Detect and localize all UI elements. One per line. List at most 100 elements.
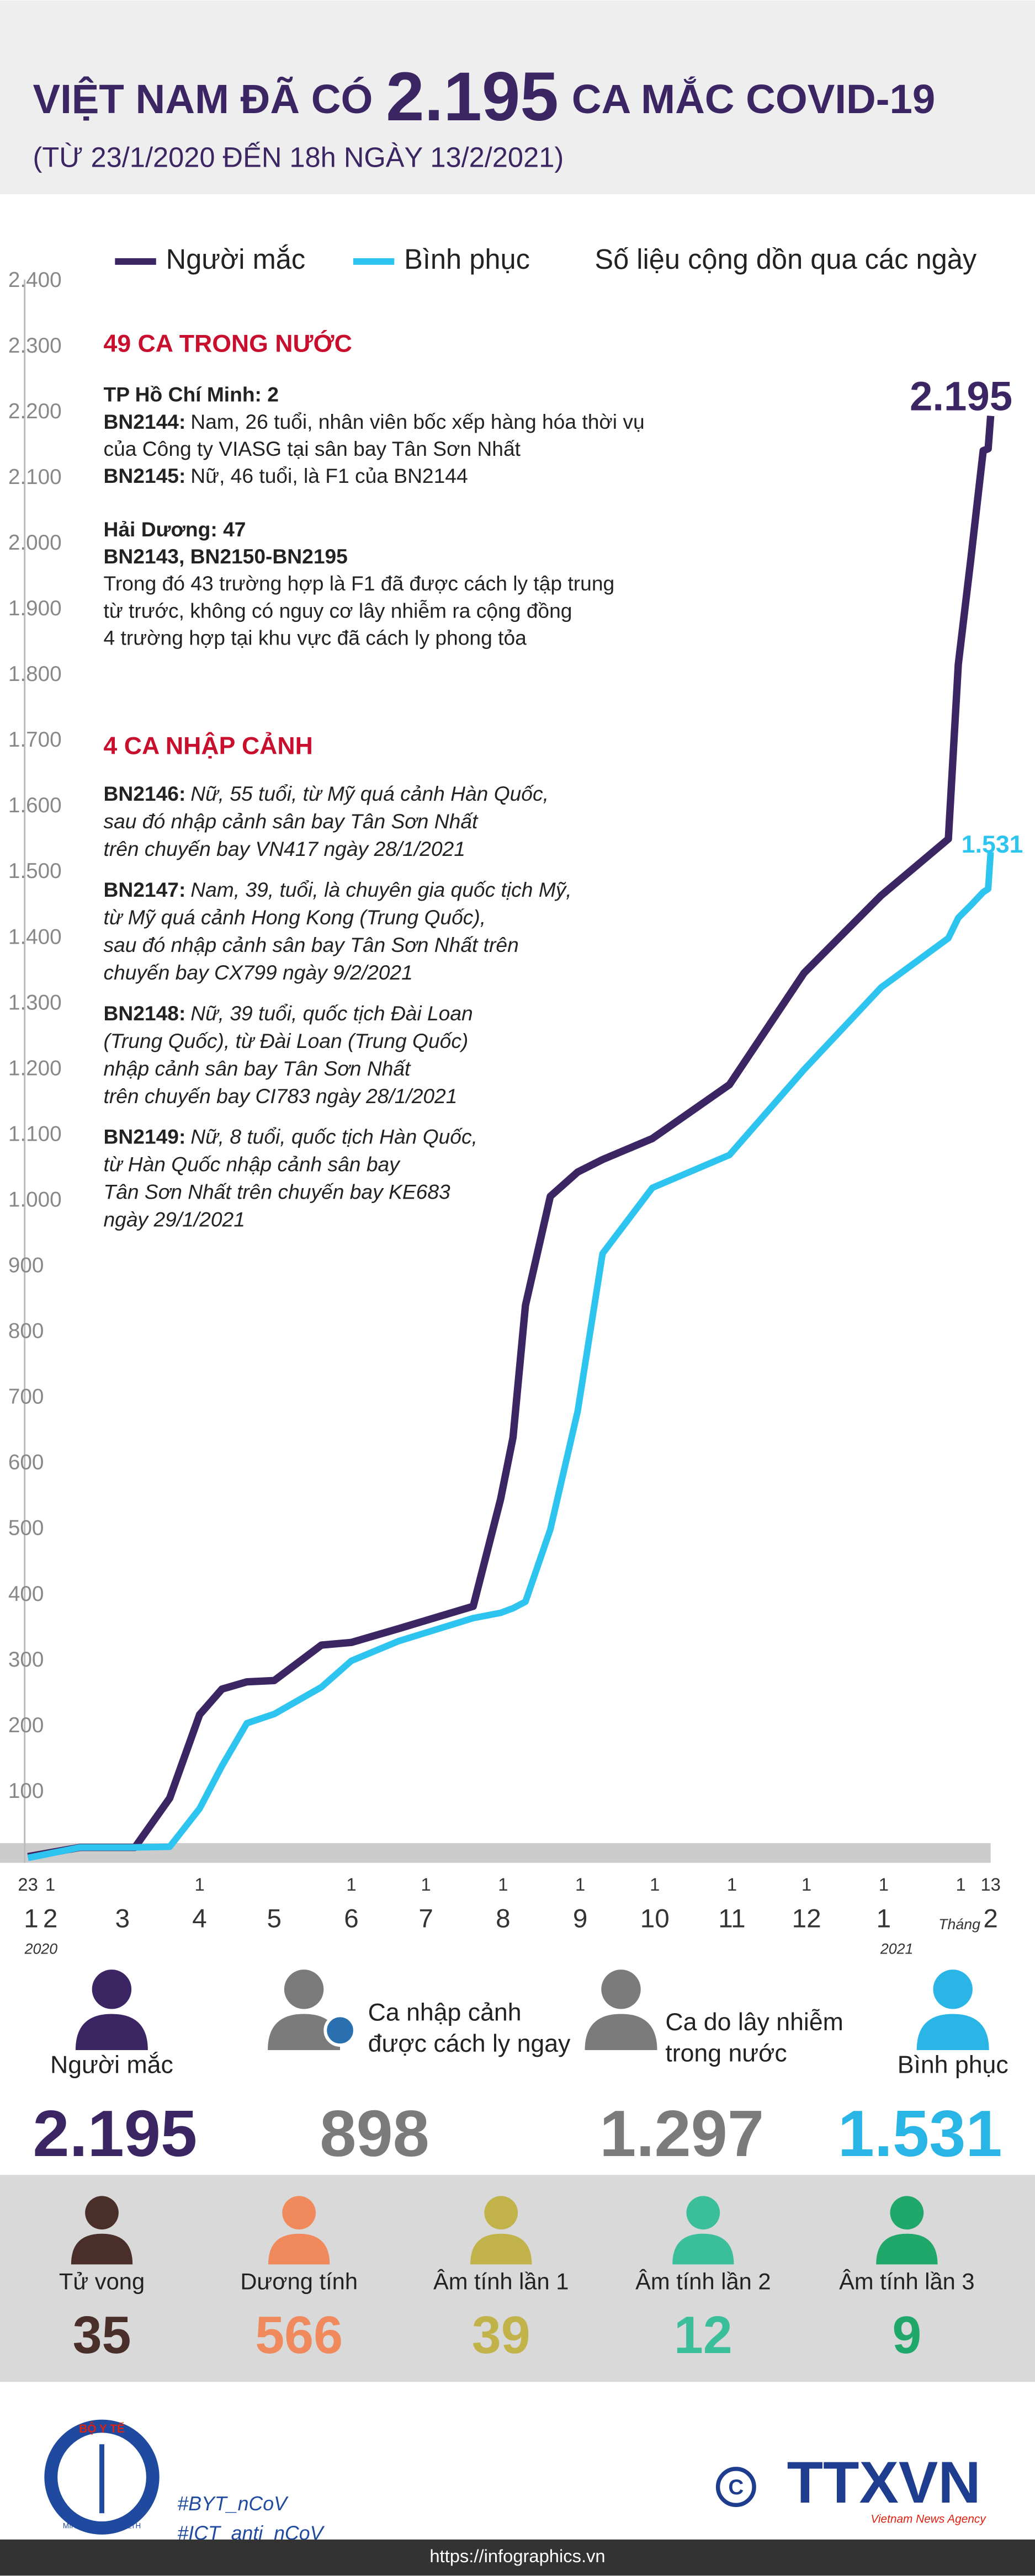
status-value: 39 xyxy=(472,2306,530,2365)
y-tick-label: 900 xyxy=(8,1254,44,1278)
month-label: 9 xyxy=(573,1904,587,1933)
status-value: 12 xyxy=(674,2306,733,2365)
series-line xyxy=(27,416,995,1860)
series-line xyxy=(27,851,994,1861)
x-tick-label: 1 xyxy=(802,1874,811,1894)
y-tick-label: 1.700 xyxy=(8,728,62,752)
entry-line: sau đó nhập cảnh sân bay Tân Sơn Nhất tr… xyxy=(104,933,519,956)
entry-line: BN2147: Nam, 39, tuổi, là chuyên gia quốc… xyxy=(104,878,572,901)
month-label: 1 xyxy=(24,1904,38,1933)
y-tick-label: 400 xyxy=(8,1582,44,1606)
month-label: 12 xyxy=(792,1904,821,1933)
section-title: 4 CA NHẬP CẢNH xyxy=(104,732,313,760)
person-icon-body xyxy=(268,2233,330,2265)
status-value: 566 xyxy=(255,2306,343,2365)
summary-label: Bình phục xyxy=(898,2052,1009,2079)
entry-line: trên chuyến bay CI783 ngày 28/1/2021 xyxy=(104,1084,458,1108)
person-icon-body xyxy=(71,2233,133,2265)
summary-value: 1.297 xyxy=(599,2097,764,2170)
entry-text: Trong đó 43 trường hợp là F1 đã được các… xyxy=(104,572,615,595)
month-label: 2 xyxy=(983,1904,997,1933)
subtitle: (TỪ 23/1/2020 ĐẾN 18h NGÀY 13/2/2021) xyxy=(33,142,564,173)
entry-text: Nữ, 46 tuổi, là F1 của BN2144 xyxy=(190,464,468,487)
x-tick-label: 1 xyxy=(879,1874,889,1894)
y-tick-label: 300 xyxy=(8,1648,44,1672)
x-tick-label: 1 xyxy=(45,1874,55,1894)
entry-line: Tân Sơn Nhất trên chuyến bay KE683 xyxy=(104,1180,451,1203)
copyright-c: C xyxy=(728,2476,744,2499)
entry-code: BN2146: xyxy=(104,782,186,805)
status-label: Âm tính lần 1 xyxy=(433,2269,569,2295)
entry-code: BN2144: xyxy=(104,410,186,433)
entry-line: BN2143, BN2150-BN2195 xyxy=(104,545,348,568)
summary-label: Ca nhập cảnh xyxy=(368,1999,522,2026)
y-tick-label: 1.500 xyxy=(8,859,62,883)
section-title: 49 CA TRONG NƯỚC xyxy=(104,329,352,357)
entry-text: sau đó nhập cảnh sân bay Tân Sơn Nhất xyxy=(104,810,479,833)
person-icon-head xyxy=(92,1970,132,2009)
agency-sub: Vietnam News Agency xyxy=(871,2513,986,2526)
y-tick-label: 2.400 xyxy=(8,268,62,292)
x-tick-label: 1 xyxy=(346,1874,356,1894)
status-value: 9 xyxy=(892,2306,921,2365)
entry-text: Nữ, 39 tuổi, quốc tịch Đài Loan xyxy=(190,1002,473,1025)
copyright-icon xyxy=(715,2467,756,2508)
status-label: Dương tính xyxy=(240,2269,358,2295)
y-tick-label: 500 xyxy=(8,1516,44,1540)
person-icon-body xyxy=(916,2014,989,2050)
month-label: 7 xyxy=(418,1904,433,1933)
y-tick-label: 2.300 xyxy=(8,334,62,358)
entry-code: BN2149: xyxy=(104,1125,186,1148)
y-tick-label: 2.100 xyxy=(8,465,62,489)
x-tick-label: 1 xyxy=(956,1874,965,1894)
entry-text: Tân Sơn Nhất trên chuyến bay KE683 xyxy=(104,1180,451,1203)
end-label: 1.531 xyxy=(962,831,1023,858)
month-label: 2 xyxy=(43,1904,57,1933)
entry-line: từ trước, không có nguy cơ lây nhiễm ra … xyxy=(104,599,572,622)
y-tick-label: 2.000 xyxy=(8,531,62,555)
entry-text: trên chuyến bay VN417 ngày 28/1/2021 xyxy=(104,837,465,860)
emblem-bottom: MINISTRY OF HEALTH xyxy=(63,2522,141,2530)
entry-text: trên chuyến bay CI783 ngày 28/1/2021 xyxy=(104,1084,458,1108)
y-tick-label: 1.900 xyxy=(8,597,62,620)
entry-line: sau đó nhập cảnh sân bay Tân Sơn Nhất xyxy=(104,810,479,833)
entry-code: BN2147: xyxy=(104,878,186,901)
x-tick-label: 1 xyxy=(575,1874,585,1894)
person-icon-body xyxy=(75,2014,148,2050)
month-label: 3 xyxy=(115,1904,130,1933)
entry-text: (Trung Quốc), từ Đài Loan (Trung Quốc) xyxy=(104,1029,469,1052)
person-icon-head xyxy=(484,2196,518,2230)
summary-label: Ca do lây nhiễm xyxy=(665,2009,843,2036)
entry-text: 4 trường hợp tại khu vực đã cách ly phon… xyxy=(104,626,527,649)
year-label: 2020 xyxy=(24,1940,58,1957)
status-label: Âm tính lần 2 xyxy=(635,2269,771,2295)
entry-text: Nam, 39, tuổi, là chuyên gia quốc tịch M… xyxy=(190,878,571,901)
y-tick-label: 600 xyxy=(8,1451,44,1475)
x-tick-label: 23 xyxy=(18,1874,38,1894)
month-label: 11 xyxy=(718,1904,745,1933)
legend-note: Số liệu cộng dồn qua các ngày xyxy=(595,243,976,275)
hashtag: #BYT_nCoV xyxy=(177,2493,289,2515)
footer-bar xyxy=(0,2539,1035,2576)
summary-value: 898 xyxy=(320,2097,429,2170)
header-bg xyxy=(0,0,1035,194)
person-icon-body xyxy=(268,2014,341,2050)
entry-line: ngày 29/1/2021 xyxy=(104,1207,245,1231)
x-tick-label: 1 xyxy=(650,1874,660,1894)
status-value: 35 xyxy=(73,2306,131,2365)
person-icon-head xyxy=(284,1970,324,2009)
x-tick-label: 1 xyxy=(421,1874,431,1894)
month-label: 5 xyxy=(267,1904,282,1933)
person-icon-body xyxy=(470,2233,532,2265)
title: VIỆT NAM ĐÃ CÓ 2.195 CA MẮC COVID-19 xyxy=(33,58,936,135)
y-tick-label: 1.300 xyxy=(8,991,62,1014)
entry-line: BN2145: Nữ, 46 tuổi, là F1 của BN2144 xyxy=(104,464,468,487)
summary-value: 1.531 xyxy=(838,2097,1002,2170)
agency-logo: TTXVN xyxy=(787,2449,981,2515)
title-post: CA MẮC COVID-19 xyxy=(572,76,936,122)
person-icon-body xyxy=(876,2233,938,2265)
y-tick-label: 1.800 xyxy=(8,662,62,686)
x-tick-label: 1 xyxy=(727,1874,737,1894)
entry-code: BN2148: xyxy=(104,1002,186,1025)
